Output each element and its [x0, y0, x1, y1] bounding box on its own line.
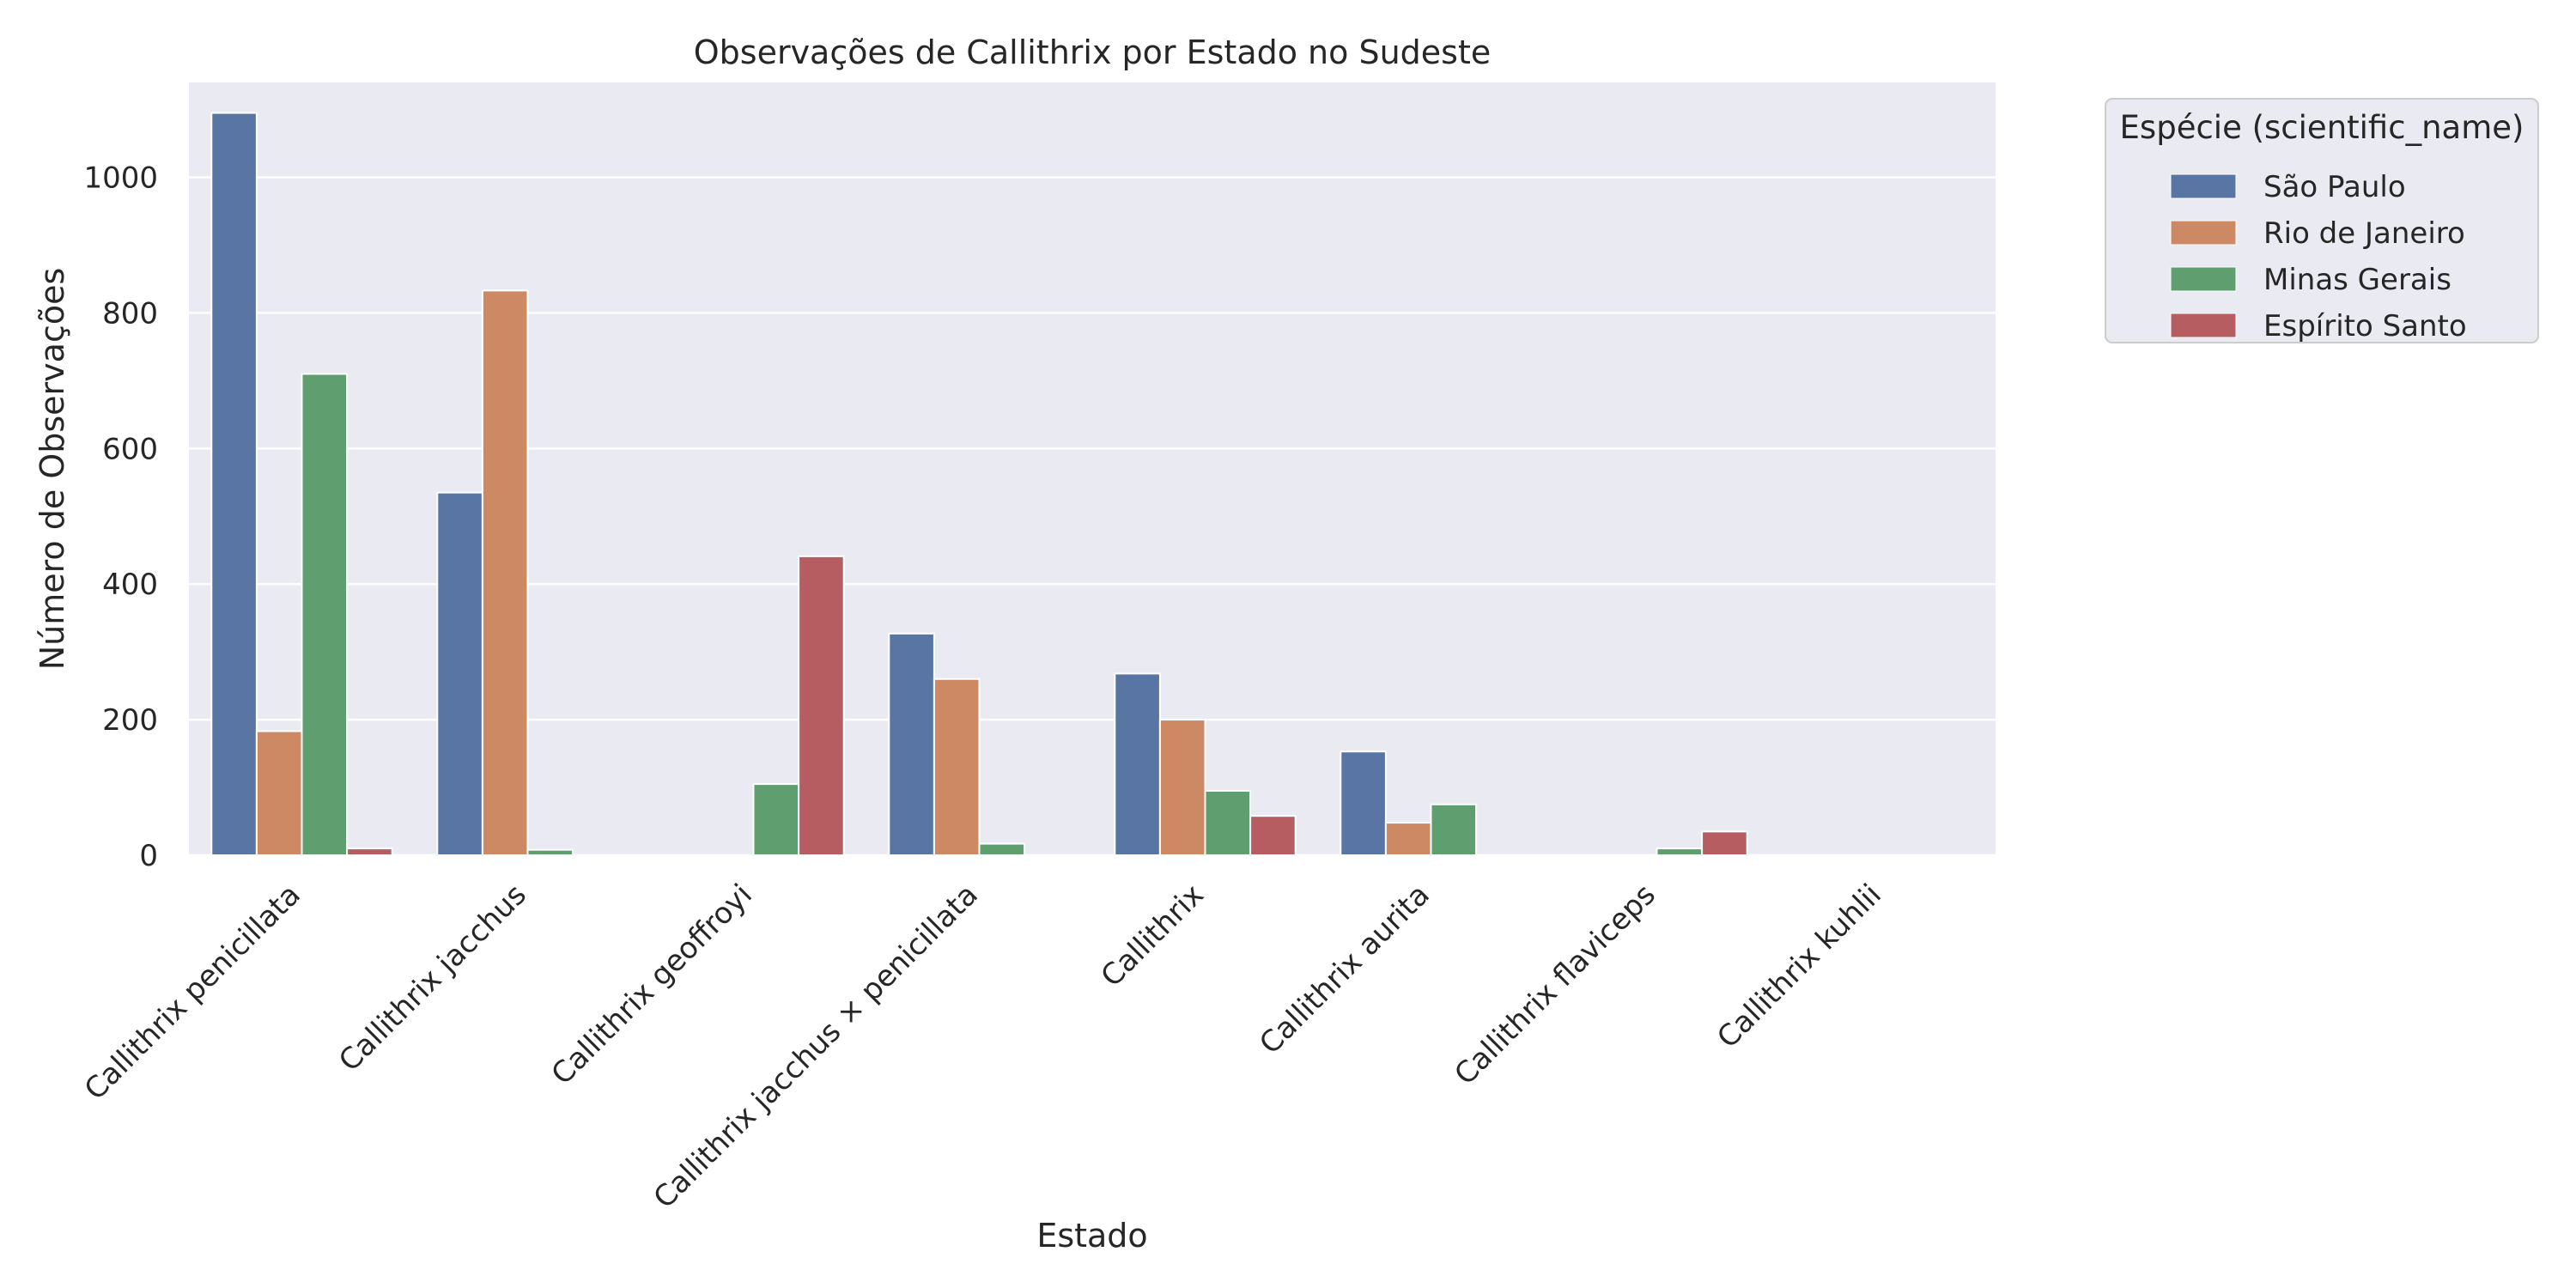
bar	[798, 555, 845, 856]
bar	[1114, 672, 1161, 857]
legend-label: Minas Gerais	[2263, 263, 2451, 297]
bar	[888, 632, 935, 856]
bar	[1158, 719, 1206, 857]
bar	[210, 112, 258, 857]
legend-swatch	[2170, 220, 2237, 246]
y-tick-label: 0	[139, 839, 158, 873]
x-axis-ticks: Callithrix penicillata Callithrix jacchus…	[78, 878, 1888, 1215]
bars	[210, 112, 1748, 857]
bar	[1204, 790, 1252, 856]
x-axis-label: Estado	[1036, 1217, 1147, 1255]
x-tick-label: Callithrix penicillata	[78, 878, 307, 1107]
y-tick-label: 400	[102, 568, 158, 602]
y-tick-label: 800	[102, 296, 158, 331]
bar	[752, 783, 800, 857]
bar	[526, 848, 574, 856]
bar	[1430, 803, 1478, 857]
chart-title: Observações de Callithrix por Estado no …	[694, 33, 1492, 71]
bar	[933, 677, 981, 856]
x-tick-label: Callithrix	[1095, 878, 1211, 993]
x-tick-label: Callithrix kuhlii	[1710, 878, 1888, 1055]
y-tick-label: 600	[102, 432, 158, 466]
bar	[346, 848, 393, 857]
x-tick-label: Callithrix aurita	[1253, 878, 1437, 1061]
bar	[1340, 750, 1387, 856]
bar	[481, 289, 529, 856]
legend-label: São Paulo	[2263, 170, 2406, 204]
y-axis-label: Número de Observações	[33, 268, 71, 671]
legend-label: Rio de Janeiro	[2263, 216, 2465, 251]
x-tick-label: Callithrix jacchus	[332, 878, 533, 1078]
y-tick-label: 1000	[83, 161, 158, 196]
bar	[436, 491, 483, 856]
legend-title: Espécie (scientific_name)	[2120, 109, 2524, 146]
legend-swatch	[2170, 173, 2237, 199]
bar	[1656, 848, 1704, 857]
y-tick-label: 200	[102, 703, 158, 738]
legend: Espécie (scientific_name) São Paulo Rio d…	[2105, 98, 2539, 343]
bar	[1701, 830, 1748, 856]
legend-items: São Paulo Rio de Janeiro Minas Gerais Espír…	[2170, 170, 2467, 343]
legend-swatch	[2170, 266, 2237, 292]
bar	[255, 730, 303, 856]
legend-swatch	[2170, 313, 2237, 338]
bar	[1249, 815, 1297, 856]
legend-label: Espírito Santo	[2263, 309, 2467, 343]
x-tick-label: Callithrix flaviceps	[1448, 878, 1662, 1092]
x-tick-label: Callithrix geoffroyi	[545, 878, 759, 1091]
bar	[1384, 822, 1432, 857]
bar	[978, 842, 1026, 856]
y-axis-ticks: 0 200 400 600 800 1000	[83, 161, 158, 873]
bar	[301, 373, 349, 856]
